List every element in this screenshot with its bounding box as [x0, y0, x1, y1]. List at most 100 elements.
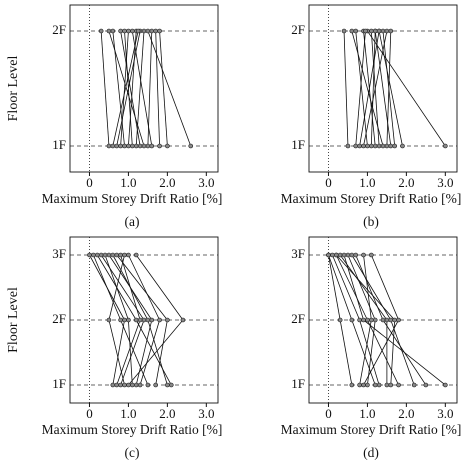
drift-line: [135, 30, 145, 147]
drift-marker: [114, 382, 120, 388]
drift-line: [343, 30, 349, 147]
drift-line: [147, 30, 192, 147]
drift-marker: [94, 252, 100, 258]
drift-marker: [133, 317, 139, 323]
y-tick-label: 2F: [291, 22, 305, 37]
drift-marker: [376, 143, 382, 149]
drift-marker: [384, 382, 390, 388]
plot-frame: [69, 4, 219, 173]
x-tick-label: 3.0: [198, 406, 214, 421]
x-tick-label: 1.0: [120, 406, 136, 421]
drift-marker: [372, 28, 378, 34]
drift-marker: [149, 143, 155, 149]
drift-marker: [337, 317, 343, 323]
drift-marker: [388, 28, 394, 34]
drift-marker: [365, 143, 370, 149]
drift-marker: [353, 252, 359, 258]
drift-marker: [110, 143, 116, 149]
drift-marker: [361, 143, 366, 149]
drift-marker: [106, 143, 112, 149]
drift-marker: [145, 143, 151, 149]
drift-marker: [122, 28, 127, 34]
drift-marker: [122, 317, 127, 323]
drift-marker: [114, 143, 120, 149]
x-axis-label: Maximum Storey Drift Ratio [%]: [42, 191, 223, 206]
drift-marker: [126, 143, 131, 149]
x-tick-label: 3.0: [437, 406, 453, 421]
x-tick-label: 2.0: [398, 175, 414, 190]
drift-line: [355, 30, 366, 147]
drift-marker: [341, 252, 347, 258]
drift-marker: [365, 382, 370, 388]
drift-marker: [369, 143, 374, 149]
y-tick-label: 1F: [52, 376, 66, 391]
y-axis-label: Floor Level: [6, 287, 21, 353]
drift-marker: [130, 143, 135, 149]
drift-line: [120, 30, 129, 147]
drift-marker: [388, 317, 394, 323]
drift-line: [374, 30, 392, 147]
drift-marker: [106, 317, 112, 323]
drift-marker: [411, 382, 417, 388]
drift-marker: [376, 382, 382, 388]
drift-marker: [118, 252, 123, 258]
drift-marker: [369, 28, 374, 34]
x-tick-label: 2.0: [159, 406, 175, 421]
drift-marker: [145, 317, 151, 323]
drift-line: [382, 30, 396, 147]
panel-caption: (a): [125, 214, 140, 229]
drift-line: [367, 30, 446, 147]
drift-marker: [137, 382, 143, 388]
y-tick-label: 2F: [52, 311, 66, 326]
drift-marker: [133, 382, 139, 388]
x-tick-label: 2.0: [398, 406, 414, 421]
x-axis-label: Maximum Storey Drift Ratio [%]: [281, 422, 462, 437]
drift-marker: [145, 28, 151, 34]
drift-marker: [341, 28, 347, 34]
drift-marker: [380, 143, 386, 149]
drift-marker: [130, 382, 135, 388]
x-tick-label: 1.0: [120, 175, 136, 190]
drift-marker: [349, 382, 355, 388]
drift-marker: [157, 317, 162, 323]
drift-marker: [361, 252, 366, 258]
drift-marker: [365, 317, 370, 323]
drift-marker: [353, 28, 359, 34]
y-tick-label: 1F: [52, 137, 66, 152]
drift-marker: [180, 317, 186, 323]
x-tick-label: 1.0: [359, 406, 375, 421]
drift-marker: [361, 382, 366, 388]
drift-marker: [98, 28, 104, 34]
drift-marker: [149, 28, 155, 34]
drift-marker: [345, 252, 351, 258]
drift-marker: [369, 317, 374, 323]
drift-line: [351, 30, 384, 147]
y-axis-label: Floor Level: [6, 56, 21, 122]
drift-marker: [141, 28, 147, 34]
drift-marker: [157, 28, 162, 34]
drift-marker: [118, 28, 123, 34]
drift-marker: [349, 317, 355, 323]
drift-marker: [384, 28, 390, 34]
drift-marker: [122, 252, 127, 258]
drift-marker: [357, 143, 362, 149]
drift-marker: [110, 382, 116, 388]
drift-marker: [110, 252, 116, 258]
drift-line: [155, 30, 160, 147]
drift-marker: [369, 252, 374, 258]
drift-line: [355, 30, 368, 147]
x-tick-label: 0: [86, 406, 93, 421]
drift-marker: [388, 382, 394, 388]
drift-line: [131, 30, 153, 147]
y-tick-label: 3F: [291, 246, 305, 261]
drift-line: [108, 30, 145, 147]
drift-marker: [110, 28, 116, 34]
panel-caption: (b): [363, 214, 379, 229]
drift-marker: [384, 317, 390, 323]
drift-marker: [137, 143, 143, 149]
drift-marker: [384, 143, 390, 149]
drift-marker: [122, 143, 127, 149]
drift-marker: [396, 382, 401, 388]
